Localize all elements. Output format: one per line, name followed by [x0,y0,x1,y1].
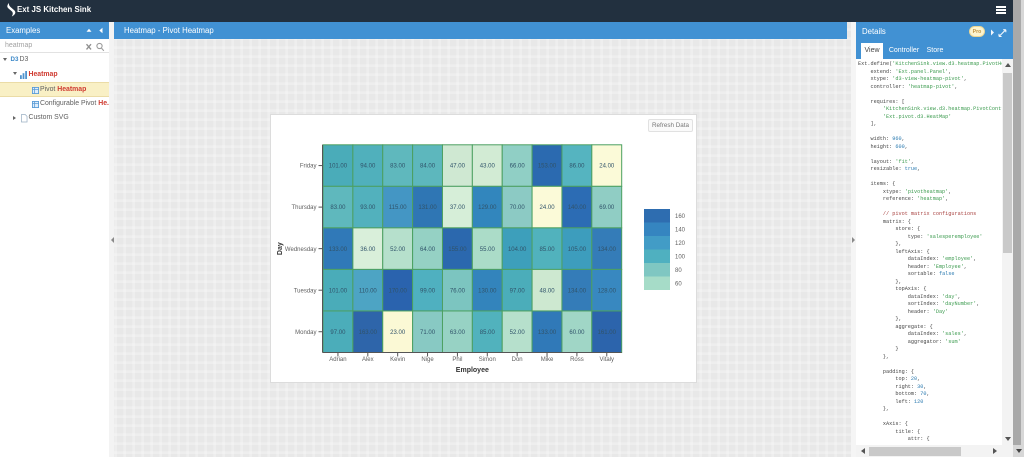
svg-text:134.00: 134.00 [568,288,587,294]
svg-text:Wednesday: Wednesday [285,247,317,253]
svg-text:120: 120 [675,241,686,247]
svg-text:Monday: Monday [295,330,316,336]
svg-text:131.00: 131.00 [418,205,437,211]
svg-text:Tuesday: Tuesday [294,288,317,294]
svg-text:69.00: 69.00 [599,205,615,211]
svg-text:Adrian: Adrian [329,357,346,363]
svg-text:83.00: 83.00 [330,205,346,211]
svg-text:140: 140 [675,227,686,233]
svg-text:70.00: 70.00 [510,205,526,211]
svg-text:94.00: 94.00 [360,164,376,170]
svg-text:Day: Day [277,242,284,255]
svg-text:24.00: 24.00 [540,205,556,211]
svg-text:Don: Don [512,357,523,363]
svg-text:160: 160 [675,214,686,220]
svg-text:99.00: 99.00 [420,288,436,294]
svg-text:76.00: 76.00 [450,288,466,294]
svg-text:48.00: 48.00 [540,288,556,294]
svg-text:Phil: Phil [452,357,462,363]
svg-text:155.00: 155.00 [448,247,467,253]
svg-text:60.00: 60.00 [569,330,585,336]
svg-text:Kevin: Kevin [390,357,405,363]
svg-text:36.00: 36.00 [360,247,376,253]
svg-text:163.00: 163.00 [359,330,378,336]
svg-text:129.00: 129.00 [478,205,497,211]
svg-text:104.00: 104.00 [508,247,527,253]
svg-text:105.00: 105.00 [568,247,587,253]
svg-text:100: 100 [675,254,686,260]
svg-text:84.00: 84.00 [420,164,436,170]
svg-text:Ross: Ross [570,357,584,363]
svg-text:23.00: 23.00 [390,330,406,336]
svg-text:134.00: 134.00 [598,247,617,253]
svg-text:97.00: 97.00 [510,288,526,294]
svg-text:101.00: 101.00 [329,164,348,170]
svg-text:83.00: 83.00 [390,164,406,170]
svg-text:43.00: 43.00 [480,164,496,170]
svg-text:101.00: 101.00 [329,288,348,294]
svg-text:80: 80 [675,268,682,274]
svg-text:93.00: 93.00 [360,205,376,211]
svg-text:37.00: 37.00 [450,205,466,211]
svg-text:60: 60 [675,281,682,287]
svg-text:Simon: Simon [479,357,496,363]
svg-text:170.00: 170.00 [389,288,408,294]
svg-text:110.00: 110.00 [359,288,378,294]
svg-text:Mike: Mike [541,357,554,363]
svg-text:130.00: 130.00 [478,288,497,294]
svg-text:Friday: Friday [300,164,317,170]
svg-text:115.00: 115.00 [389,205,408,211]
svg-text:Vitaly: Vitaly [599,357,614,363]
svg-text:133.00: 133.00 [329,247,348,253]
svg-text:86.00: 86.00 [569,164,585,170]
svg-text:133.00: 133.00 [538,330,557,336]
svg-text:Thursday: Thursday [291,205,316,211]
svg-text:85.00: 85.00 [480,330,496,336]
svg-text:24.00: 24.00 [599,164,615,170]
svg-text:153.00: 153.00 [538,164,557,170]
svg-text:Employee: Employee [456,367,489,374]
svg-text:85.00: 85.00 [540,247,556,253]
svg-text:Nige: Nige [421,357,434,363]
svg-text:71.00: 71.00 [420,330,436,336]
svg-text:64.00: 64.00 [420,247,436,253]
svg-text:66.00: 66.00 [510,164,526,170]
svg-text:63.00: 63.00 [450,330,466,336]
svg-text:55.00: 55.00 [480,247,496,253]
svg-text:52.00: 52.00 [390,247,406,253]
svg-text:52.00: 52.00 [510,330,526,336]
svg-text:Alex: Alex [362,357,374,363]
svg-text:128.00: 128.00 [598,288,617,294]
svg-text:97.00: 97.00 [330,330,346,336]
svg-text:140.00: 140.00 [568,205,587,211]
svg-text:47.00: 47.00 [450,164,466,170]
svg-text:161.00: 161.00 [598,330,617,336]
